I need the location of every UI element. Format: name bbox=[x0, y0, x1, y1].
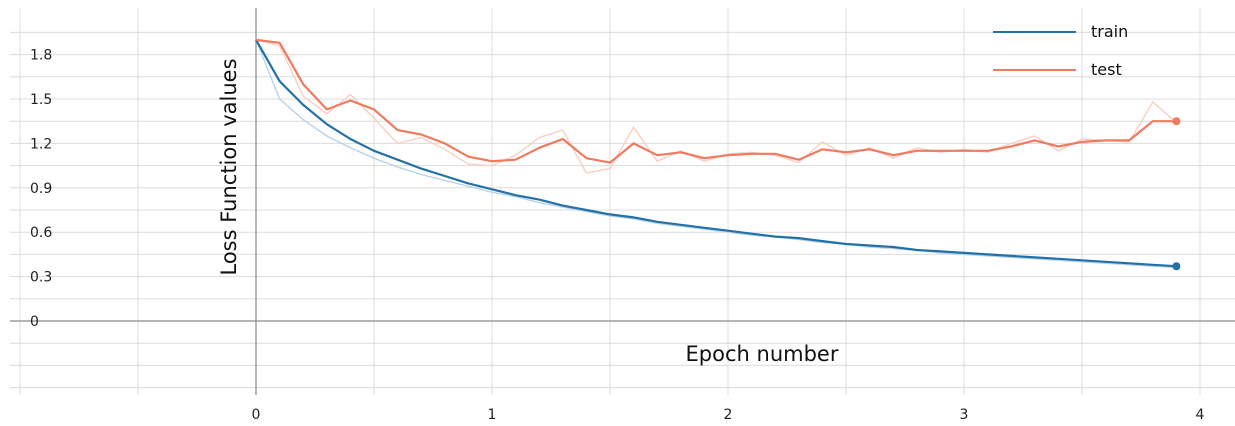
y-tick-label: 0 bbox=[30, 314, 39, 330]
x-axis-title: Epoch number bbox=[686, 342, 839, 366]
y-tick-label: 1.5 bbox=[30, 92, 52, 108]
y-tick-label: 0.9 bbox=[30, 181, 52, 197]
y-tick-label: 1.8 bbox=[30, 48, 52, 64]
legend: train test bbox=[993, 22, 1128, 79]
data-point-test bbox=[1172, 117, 1181, 126]
axes bbox=[10, 8, 1235, 395]
x-tick-label: 3 bbox=[960, 407, 969, 423]
y-tick-label: 0.6 bbox=[30, 225, 52, 241]
x-tick-label: 4 bbox=[1196, 407, 1205, 423]
y-tick-label: 0.3 bbox=[30, 270, 52, 286]
series-lines bbox=[255, 38, 1181, 271]
y-tick-label: 1.2 bbox=[30, 136, 52, 152]
x-tick-label: 1 bbox=[488, 407, 497, 423]
series-raw-line-train bbox=[255, 39, 1177, 269]
y-axis-title: Loss Function values bbox=[217, 58, 241, 275]
series-line-test bbox=[255, 38, 1177, 164]
y-tick-labels: 0 0.3 0.6 0.9 1.2 1.5 1.8 bbox=[30, 48, 52, 330]
x-tick-label: 2 bbox=[724, 407, 733, 423]
legend-label-train: train bbox=[1091, 22, 1128, 41]
x-tick-labels: 0 1 2 3 4 bbox=[252, 407, 1205, 423]
x-tick-label: 0 bbox=[252, 407, 261, 423]
series-line-train bbox=[255, 39, 1177, 268]
grid-lines bbox=[10, 8, 1235, 395]
data-point-train bbox=[1172, 262, 1181, 271]
legend-label-test: test bbox=[1091, 60, 1122, 79]
